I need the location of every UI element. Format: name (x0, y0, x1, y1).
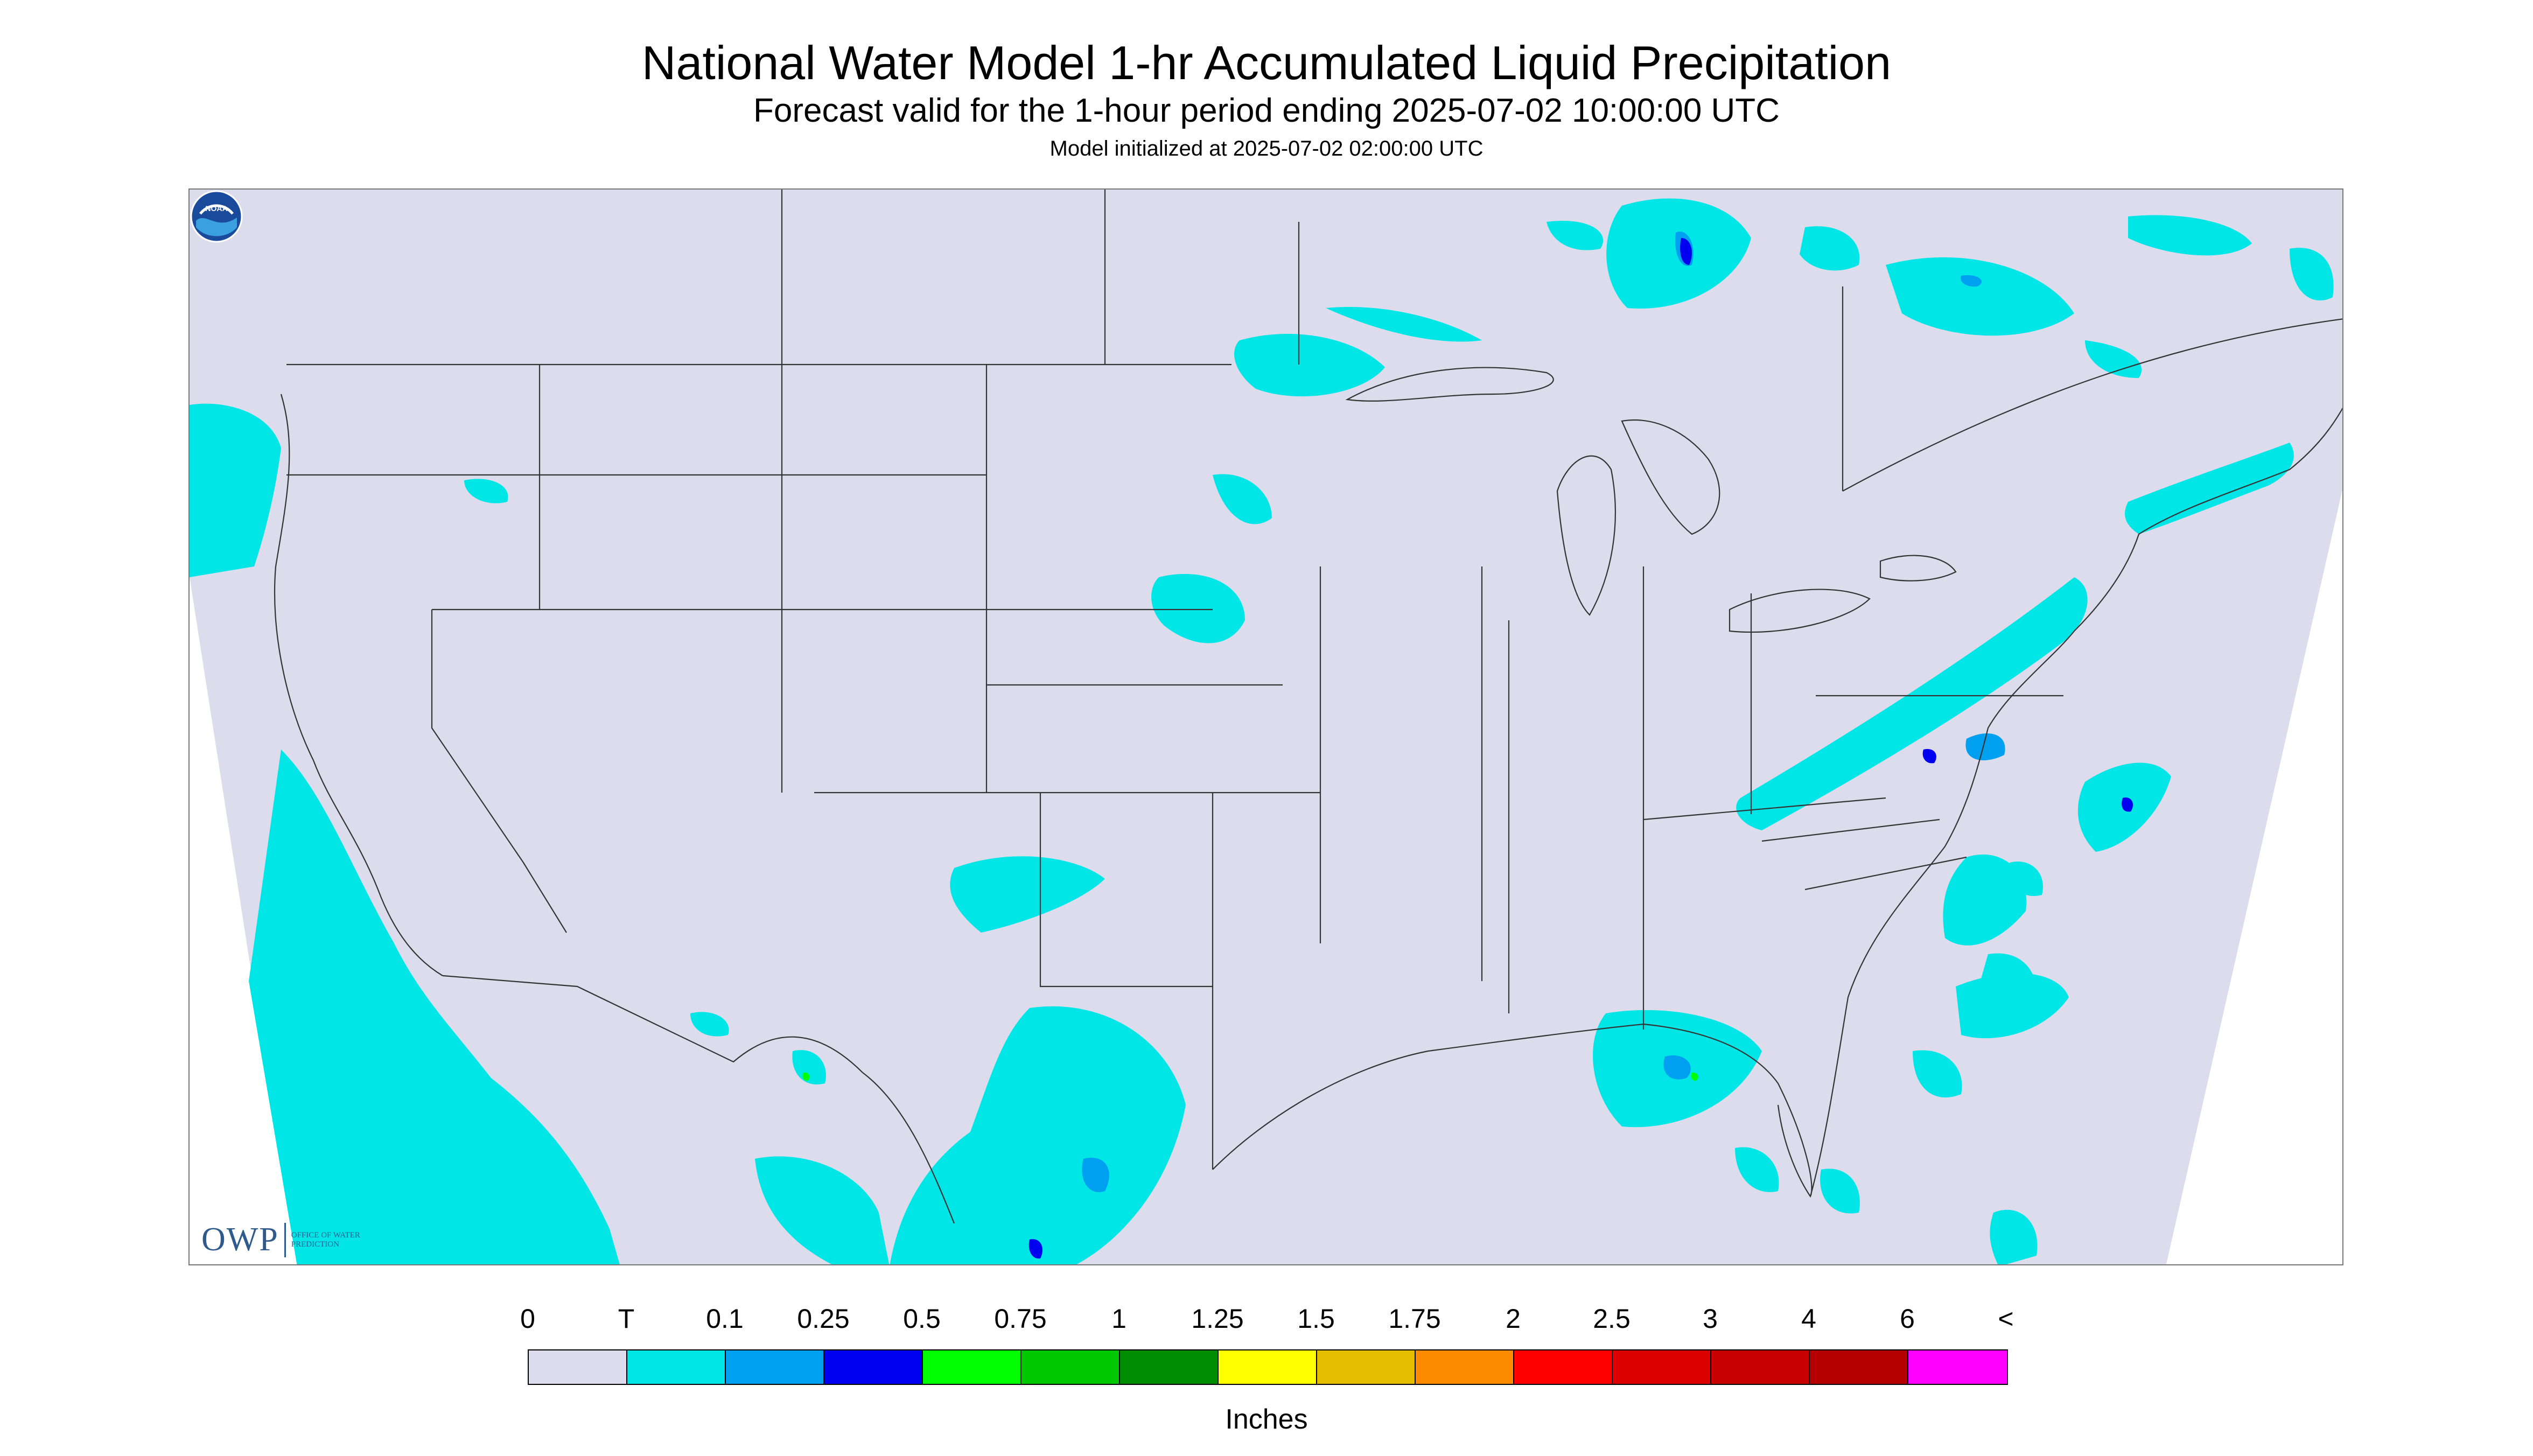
legend-tick-label: 0.1 (706, 1304, 744, 1334)
precip-area (1886, 257, 2074, 336)
precip-area (890, 1006, 1186, 1264)
precip-area (1082, 1158, 1109, 1192)
precip-area (1547, 221, 1604, 250)
colorbar-swatch (923, 1350, 1021, 1384)
precip-area (1990, 1209, 2038, 1264)
colorbar-swatch (529, 1350, 627, 1384)
map-title: National Water Model 1-hr Accumulated Li… (641, 36, 1892, 89)
svg-text:NOAA: NOAA (205, 204, 227, 213)
colorbar-swatch (627, 1350, 726, 1384)
precip-area (1213, 474, 1272, 524)
precip-area (950, 856, 1105, 933)
precip-area (1680, 238, 1692, 265)
precipitation-colorbar (528, 1349, 2008, 1385)
owp-logo: OWP OFFICE OF WATER PREDICTION (201, 1221, 372, 1259)
legend-tick-label: 0 (520, 1304, 535, 1334)
legend-tick-label: 0.75 (994, 1304, 1047, 1334)
model-domain (190, 190, 2342, 1264)
precip-area (1943, 854, 2027, 946)
precip-area (690, 1012, 729, 1037)
legend-tick-label: 1.5 (1297, 1304, 1335, 1334)
colorbar-swatch (1120, 1350, 1219, 1384)
colorbar-swatch (1908, 1350, 2007, 1384)
precip-area (1663, 1055, 1691, 1080)
colorbar-swatch (726, 1350, 824, 1384)
precip-area (2085, 340, 2142, 378)
legend-tick-label: 0.5 (903, 1304, 941, 1334)
legend-tick-label: T (618, 1304, 635, 1334)
precip-area (1028, 1239, 1042, 1259)
legend-tick-label: 3 (1703, 1304, 1718, 1334)
colorbar-swatch (1613, 1350, 1711, 1384)
legend-tick-label: 2.5 (1593, 1304, 1631, 1334)
precip-area (2125, 443, 2294, 534)
precip-area (1151, 573, 1245, 643)
colorbar-swatch (1514, 1350, 1613, 1384)
precip-area (802, 1072, 810, 1081)
legend-units-label: Inches (1225, 1404, 1308, 1435)
legend-tick-label: 1 (1111, 1304, 1126, 1334)
precip-area (1736, 577, 2088, 830)
noaa-logo: NOAA (190, 190, 243, 243)
legend-tick-label: 1.25 (1191, 1304, 1244, 1334)
colorbar-swatch (1711, 1350, 1810, 1384)
precip-area (1691, 1072, 1698, 1081)
colorbar-swatch (824, 1350, 923, 1384)
colorbar-swatch (1219, 1350, 1317, 1384)
precip-area (1234, 334, 1385, 397)
precip-area (249, 750, 620, 1264)
colorbar-swatch (1021, 1350, 1120, 1384)
precip-area (1956, 973, 2069, 1039)
owp-logo-divider (284, 1222, 286, 1257)
precip-area (1820, 1168, 1860, 1214)
model-init-line: Model initialized at 2025-07-02 02:00:00… (1049, 137, 1484, 160)
legend-tick-label: 6 (1900, 1304, 1915, 1334)
state-and-country-boundaries (274, 190, 2342, 1224)
precip-area (1965, 733, 2005, 760)
owp-logo-letters: OWP (201, 1221, 279, 1258)
legend-tick-label: < (1998, 1304, 2014, 1334)
precipitation-map: OWP OFFICE OF WATER PREDICTION NOAA (188, 188, 2343, 1265)
colorbar-swatch (1317, 1350, 1416, 1384)
legend-tick-label: 1.75 (1388, 1304, 1441, 1334)
precip-area (2290, 248, 2334, 300)
precip-area (1326, 307, 1482, 342)
precip-area (2128, 215, 2252, 256)
precip-area (1913, 1050, 1962, 1098)
precip-area (1961, 275, 1982, 287)
legend-tick-label: 2 (1506, 1304, 1521, 1334)
map-canvas (190, 190, 2342, 1264)
precip-area (1922, 749, 1936, 764)
colorbar-swatch (1810, 1350, 1908, 1384)
owp-logo-text: OFFICE OF WATER PREDICTION (291, 1230, 360, 1249)
colorbar-swatch (1416, 1350, 1514, 1384)
precip-area (1735, 1147, 1779, 1192)
precipitation-layer (190, 198, 2334, 1264)
forecast-valid-subtitle: Forecast valid for the 1-hour period end… (753, 92, 1780, 129)
precip-area (1800, 226, 1860, 271)
precip-area (755, 1156, 890, 1264)
legend-tick-labels: 0 T 0.1 0.25 0.5 0.75 1 1.25 1.5 1.75 2 2.5 3 4 6 < (0, 1303, 2533, 1341)
precip-area (464, 479, 508, 503)
precip-area (2009, 862, 2043, 896)
precip-area (792, 1050, 826, 1084)
precip-area (2122, 797, 2133, 812)
legend-tick-label: 0.25 (797, 1304, 850, 1334)
precip-area (190, 403, 281, 577)
legend-tick-label: 4 (1801, 1304, 1816, 1334)
